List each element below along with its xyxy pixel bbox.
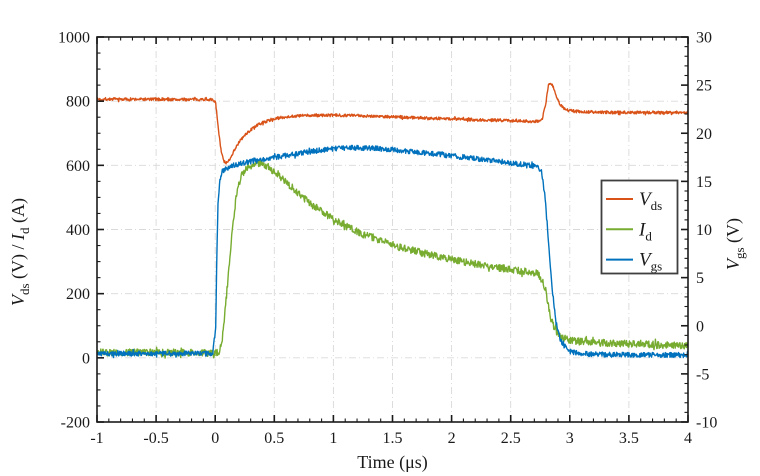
y-right-tick-label: 25 bbox=[696, 78, 712, 95]
y-right-tick-label: -5 bbox=[696, 366, 709, 383]
y-right-tick-label: 20 bbox=[696, 126, 712, 143]
x-tick-label: 3 bbox=[566, 430, 574, 447]
y-left-tick-label: 600 bbox=[66, 158, 90, 175]
series-traces bbox=[97, 82, 688, 359]
gridlines bbox=[97, 37, 688, 422]
x-tick-label: 2 bbox=[448, 430, 456, 447]
y-right-tick-label: 10 bbox=[696, 222, 712, 239]
y-left-tick-label: 0 bbox=[82, 350, 90, 367]
y-left-tick-label: 200 bbox=[66, 286, 90, 303]
axes bbox=[96, 36, 689, 423]
legend-label-id: Id bbox=[638, 219, 652, 243]
legend: Vds Id Vgs bbox=[600, 179, 679, 275]
tick-labels: -1 -0.5 0 0.5 1 1.5 2 2.5 3 3.5 4-2000200400600800… bbox=[58, 30, 717, 448]
trace-vgs bbox=[97, 144, 688, 359]
x-tick-label: 1.5 bbox=[383, 430, 403, 447]
y-left-axis-label: Vds (V) / Id (A) bbox=[8, 198, 32, 306]
x-tick-label: 2.5 bbox=[501, 430, 521, 447]
x-tick-label: 0.5 bbox=[264, 430, 284, 447]
y-right-axis-label: Vgs (V) bbox=[723, 218, 747, 270]
trace-vds bbox=[97, 82, 688, 165]
y-left-tick-label: 800 bbox=[66, 94, 90, 111]
x-tick-label: 3.5 bbox=[619, 430, 639, 447]
y-right-tick-label: 5 bbox=[696, 270, 704, 287]
legend-label-vds: Vds bbox=[639, 189, 662, 213]
y-right-tick-label: 15 bbox=[696, 174, 712, 191]
y-left-tick-label: 400 bbox=[66, 222, 90, 239]
y-left-tick-label: 1000 bbox=[58, 30, 90, 47]
legend-label-vgs: Vgs bbox=[639, 250, 662, 274]
y-right-tick-label: -10 bbox=[696, 415, 717, 432]
x-tick-label: 0 bbox=[211, 430, 219, 447]
x-tick-label: 4 bbox=[684, 430, 692, 447]
y-right-tick-label: 0 bbox=[696, 318, 704, 335]
x-tick-label: -1 bbox=[90, 430, 103, 447]
x-tick-label: 1 bbox=[329, 430, 337, 447]
y-right-tick-label: 30 bbox=[696, 30, 712, 47]
x-tick-label: -0.5 bbox=[143, 430, 168, 447]
trace-id bbox=[97, 158, 688, 359]
y-left-tick-label: -200 bbox=[61, 415, 90, 432]
x-axis-label: Time (μs) bbox=[357, 452, 428, 473]
